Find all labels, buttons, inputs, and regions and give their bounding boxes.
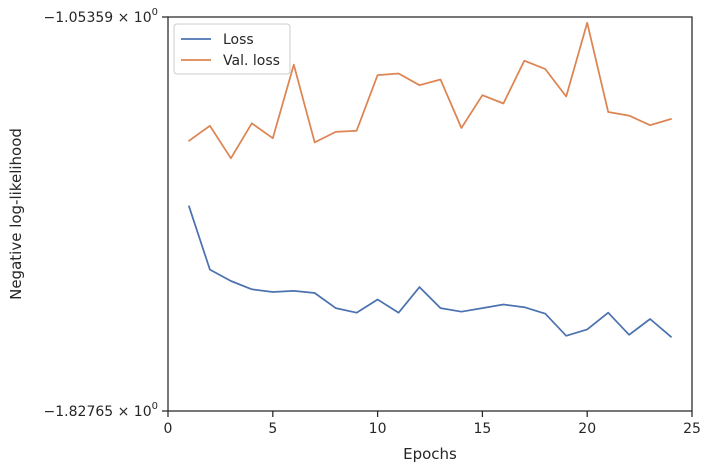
x-tick-label: 25	[683, 421, 701, 437]
plot-frame	[167, 16, 693, 412]
y-axis-title: Negative log-likelihood	[7, 128, 25, 300]
x-tick-label: 5	[268, 421, 277, 437]
x-axis-title: Epochs	[403, 445, 457, 463]
legend-box	[173, 23, 291, 75]
legend: Loss Val. loss	[173, 23, 291, 75]
series-line-loss	[188, 205, 672, 338]
series-layer	[188, 21, 672, 338]
legend-label-val-loss: Val. loss	[223, 53, 280, 69]
legend-label-loss: Loss	[223, 32, 254, 48]
series-line-val-loss	[188, 21, 672, 160]
x-tick-label: 0	[164, 421, 173, 437]
tick-layer: 0 5 10 15 20 25 −1.82765 × 100 −1.05359 × 100	[44, 7, 701, 437]
y-tick-label: −1.82765 × 100	[44, 401, 158, 420]
x-tick-label: 20	[578, 421, 596, 437]
x-tick-label: 15	[473, 421, 491, 437]
x-tick-label: 10	[369, 421, 387, 437]
y-tick-label: −1.05359 × 100	[44, 7, 158, 26]
